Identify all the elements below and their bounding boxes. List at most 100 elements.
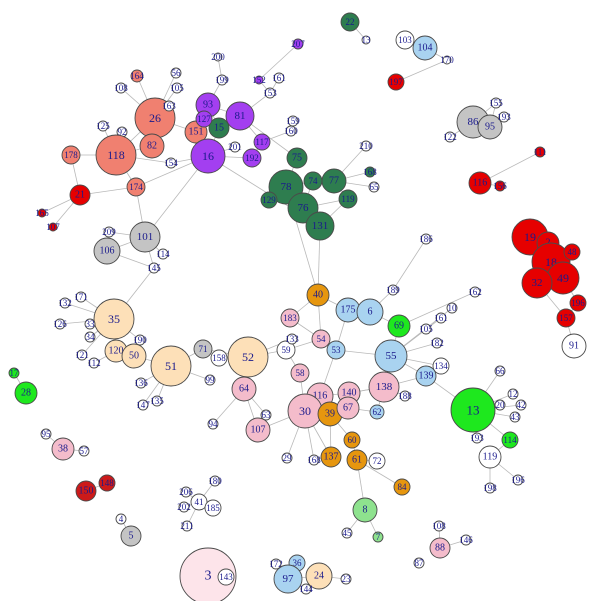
node-99: 99 [204,374,216,386]
node-label: 155 [489,98,503,108]
node-label: 88 [435,543,445,554]
node-label: 161 [272,73,286,83]
node-label: 144 [299,584,313,594]
node-circle [273,564,303,594]
node-label: 93 [203,100,213,111]
node-label: 154 [164,158,178,168]
node-circle [300,583,312,595]
node-circle [501,431,519,449]
node-label: 137 [324,452,339,463]
node-label: 108 [432,521,446,531]
node-160: 160 [284,125,298,137]
node-81: 81 [225,101,255,131]
node-label: 122 [443,132,457,142]
node-label: 126 [53,319,67,329]
node-circle [170,67,182,79]
node-186: 186 [419,233,433,245]
node-175: 175 [335,297,361,323]
node-circle [190,493,208,511]
node-circle [231,376,257,402]
node-circle [209,475,221,487]
node-circle [477,114,503,140]
node-label: 185 [206,503,220,513]
node-107: 107 [245,417,271,443]
node-circle [59,297,71,309]
node-48: 48 [563,243,581,261]
node-circle [507,388,519,400]
node-label: 114 [503,435,517,445]
node-circle [468,171,492,195]
node-circle [137,399,149,411]
node-label: 32 [532,277,543,289]
edge-n207-n152 [258,43,299,81]
node-circle [343,431,361,449]
node-label: 139 [419,371,434,382]
node-134: 134 [432,357,450,375]
node-190: 190 [133,334,147,346]
node-label: 120 [109,346,124,357]
node-circle [178,501,190,513]
node-121: 121 [75,349,89,361]
node-label: 153 [263,88,277,98]
node-circle [432,357,450,375]
node-53: 53 [326,340,346,360]
node-label: 196 [511,475,525,485]
node-label: 53 [332,345,342,355]
node-42: 42 [515,399,527,411]
node-label: 180 [208,476,222,486]
node-circle [374,339,408,373]
node-label: 45 [343,528,353,538]
node-74: 74 [303,171,323,191]
node-56: 56 [170,67,182,79]
node-label: 121 [75,350,89,360]
node-13: 13 [450,387,496,433]
node-4: 4 [115,513,127,525]
node-30: 30 [287,393,323,429]
node-28: 28 [14,381,38,405]
node-label: 66 [496,366,506,376]
node-circle [254,75,264,85]
node-label: 147 [136,400,150,410]
node-label: 34 [86,332,96,342]
node-label: 157 [559,313,573,323]
node-64: 64 [231,376,257,402]
node-circle [195,110,213,128]
node-label: 197 [389,77,403,87]
node-circle [103,226,115,238]
node-61: 61 [346,449,368,471]
node-150: 150 [75,480,97,502]
node-circle [478,445,502,469]
node-label: 143 [219,572,233,582]
node-label: 116 [313,391,328,402]
node-circle [305,211,335,241]
node-circle [264,87,276,99]
node-label: 112 [87,358,100,368]
node-label: 162 [468,287,482,297]
node-label: 188 [398,391,412,401]
node-label: 95 [485,122,495,133]
node-label: 210 [359,141,373,151]
node-circle [208,117,230,139]
node-label: 145 [147,263,161,273]
node-119: 119 [478,445,502,469]
node-circle [78,445,90,457]
node-circle [469,286,481,298]
node-circle [446,302,458,314]
node-circle [450,387,496,433]
node-circle [84,331,96,343]
node-label: 29 [283,453,293,463]
node-159: 159 [286,115,300,127]
node-circle [364,166,376,178]
node-112: 112 [87,357,101,369]
node-label: 196 [571,298,585,308]
node-label: 193 [497,112,511,122]
node-label: 75 [292,153,302,164]
node-211: 211 [180,520,194,532]
node-label: 117 [255,137,269,147]
node-label: 105 [419,324,433,334]
node-label: 76 [298,202,310,214]
node-circle [369,404,385,420]
node-114: 114 [156,248,170,260]
node-164: 164 [130,69,144,83]
node-circle [179,547,237,601]
